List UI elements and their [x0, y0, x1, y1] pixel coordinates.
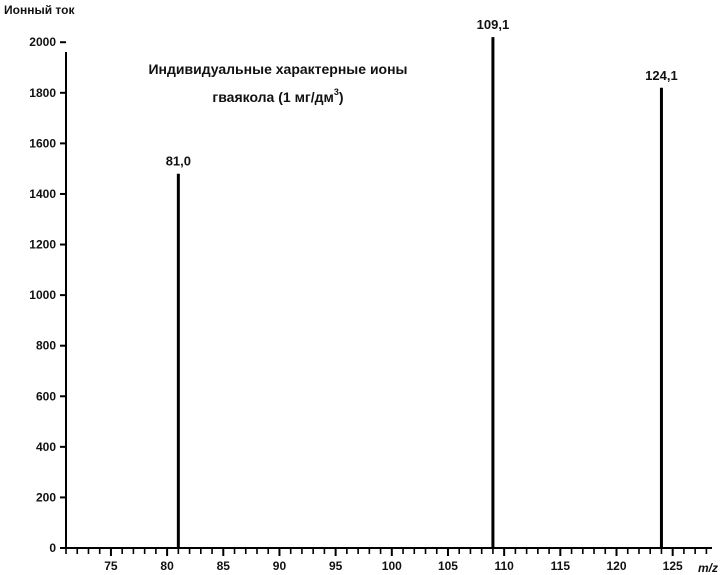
y-tick-label: 600: [36, 389, 56, 403]
chart-title-line2: гваякола (1 мг/дм3): [212, 87, 343, 105]
y-tick-label: 1200: [29, 238, 56, 252]
y-ticks-group: 0 200 400 600 800 1000 1200 1400 1600 1800 2000: [29, 35, 66, 555]
chart-title-line2-prefix: гваякола (1 мг/дм: [212, 89, 333, 105]
x-tick-label: 110: [494, 559, 514, 573]
y-tick-label: 1800: [29, 86, 56, 100]
x-tick-label: 105: [438, 559, 458, 573]
y-axis-label: Ионный ток: [4, 3, 75, 17]
x-tick-label: 120: [606, 559, 626, 573]
spectrum-lines-group: 81,0 109,1 124,1: [166, 17, 678, 548]
x-tick-label: 85: [217, 559, 231, 573]
x-tick-label: 80: [160, 559, 174, 573]
x-tick-label: 115: [551, 559, 571, 573]
y-tick-label: 200: [36, 490, 56, 504]
y-tick-label: 800: [36, 339, 56, 353]
x-tick-label: 75: [104, 559, 118, 573]
y-tick-label: 1600: [29, 136, 56, 150]
peak-label: 81,0: [166, 154, 191, 169]
x-tick-label: 95: [329, 559, 343, 573]
chart-title-line2-sup: 3: [334, 87, 339, 97]
x-tick-label: 90: [273, 559, 287, 573]
peak-label: 109,1: [477, 17, 510, 32]
chart-title-line1: Индивидуальные характерные ионы: [148, 61, 407, 77]
y-tick-label: 1000: [29, 288, 56, 302]
y-tick-label: 2000: [29, 35, 56, 49]
y-tick-label: 400: [36, 440, 56, 454]
peak-label: 124,1: [645, 68, 678, 83]
y-tick-label: 1400: [29, 187, 56, 201]
y-tick-label: 0: [49, 541, 56, 555]
x-axis-label: m/z: [698, 561, 718, 575]
chart-title-line2-suffix: ): [339, 89, 344, 105]
x-tick-label: 125: [663, 559, 683, 573]
x-ticks-group: 75 80 85 90 95 100 105 110 115 120 125: [65, 548, 708, 573]
x-tick-label: 100: [382, 559, 402, 573]
